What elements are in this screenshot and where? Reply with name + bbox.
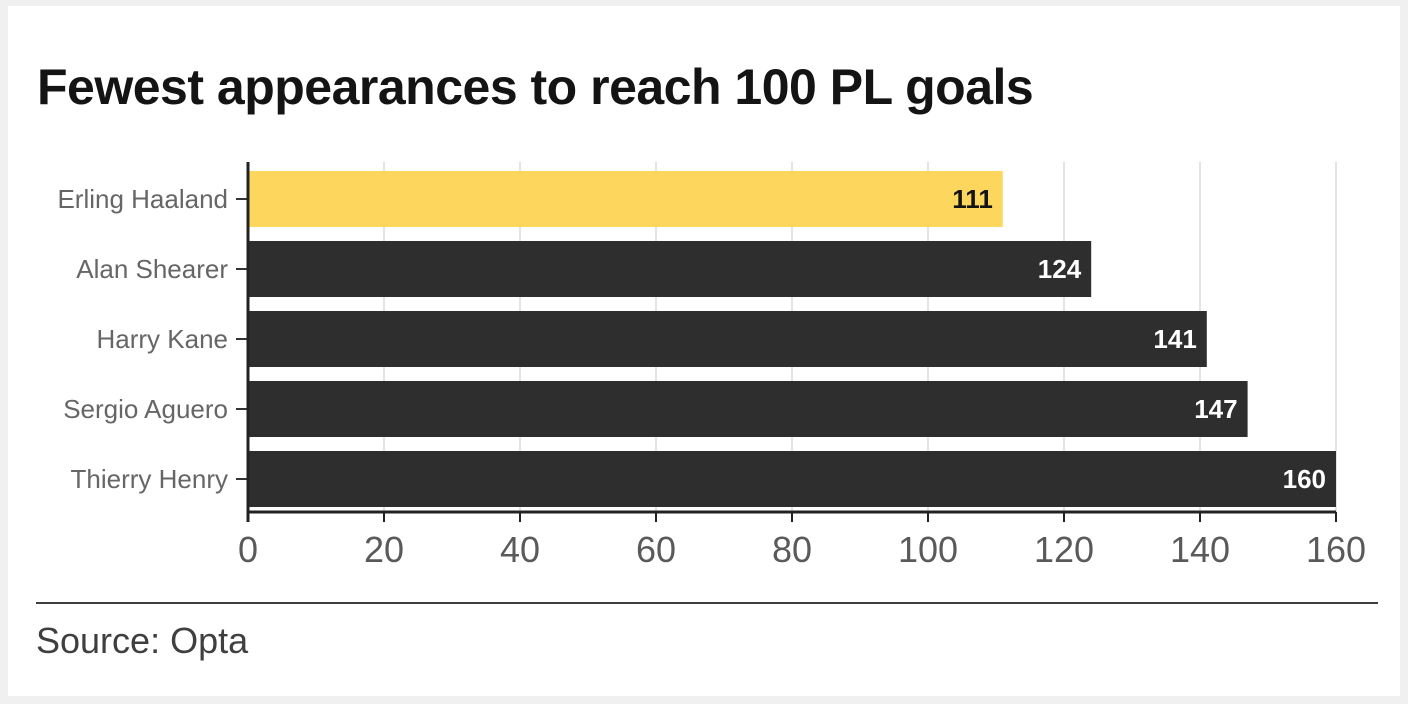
x-tick-label: 100 bbox=[898, 529, 958, 570]
x-tick-label: 120 bbox=[1034, 529, 1094, 570]
x-tick-label: 80 bbox=[772, 529, 812, 570]
x-tick-label: 140 bbox=[1170, 529, 1230, 570]
bar bbox=[248, 241, 1092, 297]
bar-chart: 111 124 141 147 160 Erling Haaland Alan Shear… bbox=[57, 162, 1366, 570]
category-label: Alan Shearer bbox=[76, 254, 228, 284]
category-label: Harry Kane bbox=[97, 324, 229, 354]
bar bbox=[248, 381, 1248, 437]
category-label: Erling Haaland bbox=[57, 184, 228, 214]
x-tick-label: 0 bbox=[238, 529, 258, 570]
chart-title: Fewest appearances to reach 100 PL goals bbox=[37, 59, 1034, 115]
x-tick-label: 20 bbox=[364, 529, 404, 570]
x-tick-label: 60 bbox=[636, 529, 676, 570]
category-label: Thierry Henry bbox=[71, 464, 228, 494]
x-tick-label: 40 bbox=[500, 529, 540, 570]
footer-divider bbox=[36, 602, 1378, 604]
x-tick-label: 160 bbox=[1306, 529, 1366, 570]
category-label: Sergio Aguero bbox=[63, 394, 228, 424]
source-note: Source: Opta bbox=[36, 620, 249, 661]
value-label: 147 bbox=[1194, 394, 1237, 424]
chart-card: Fewest appearances to reach 100 PL goals… bbox=[8, 6, 1400, 696]
bar bbox=[248, 171, 1003, 227]
value-label: 124 bbox=[1038, 254, 1082, 284]
value-label: 111 bbox=[952, 184, 993, 214]
bar bbox=[248, 451, 1336, 507]
axes: Erling Haaland Alan Shearer Harry Kane Serg… bbox=[57, 162, 1366, 570]
bars: 111 124 141 147 160 bbox=[248, 171, 1336, 507]
value-label: 141 bbox=[1153, 324, 1196, 354]
bar bbox=[248, 311, 1207, 367]
value-label: 160 bbox=[1283, 464, 1326, 494]
